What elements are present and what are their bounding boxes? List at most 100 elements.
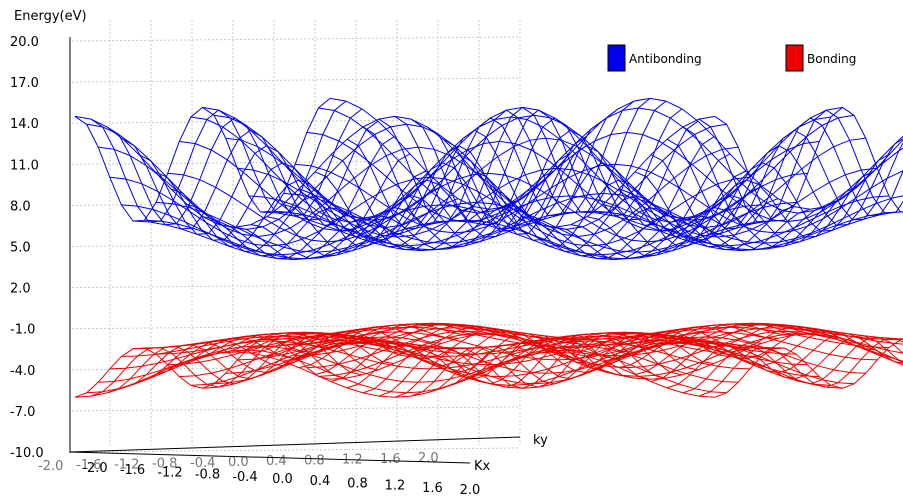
- mesh-line: [602, 185, 859, 253]
- ky-tick-label: 0.8: [304, 453, 325, 468]
- grid-line: [71, 283, 521, 289]
- mesh-line: [74, 98, 331, 222]
- back-grid: [71, 20, 521, 453]
- legend-label-antibonding: Antibonding: [629, 52, 702, 66]
- mesh-line: [682, 117, 903, 226]
- ky-tick-label: 1.6: [380, 452, 401, 467]
- ky-tick-label: 0.0: [228, 455, 249, 470]
- mesh-line: [266, 324, 523, 357]
- grid-line: [71, 118, 521, 124]
- axes: [69, 37, 521, 464]
- legend-swatch-antibonding: [607, 44, 626, 72]
- mesh-line: [650, 333, 903, 383]
- mesh-line: [522, 198, 779, 257]
- energy-tick-label: 17.0: [10, 76, 39, 91]
- mesh-line: [266, 198, 523, 257]
- energy-tick-label: -1.0: [10, 323, 35, 338]
- mesh-line: [394, 338, 651, 398]
- mesh-line: [714, 106, 903, 222]
- legend: Antibonding Bonding: [607, 44, 856, 72]
- mesh-line: [538, 206, 795, 260]
- mesh-line: [522, 324, 779, 357]
- legend-label-bonding: Bonding: [807, 52, 856, 66]
- mesh-line: [378, 100, 635, 223]
- mesh-line: [634, 330, 891, 376]
- mesh-line: [218, 206, 475, 260]
- grid-line: [71, 77, 521, 83]
- kx-tick-label: 1.2: [385, 479, 406, 494]
- mesh-line: [298, 328, 555, 369]
- grid-line: [71, 406, 521, 412]
- mesh-line: [90, 100, 347, 223]
- mesh-line: [474, 153, 731, 241]
- ky-tick-label: -0.4: [190, 456, 215, 471]
- mesh-line: [234, 208, 491, 261]
- mesh-line: [426, 108, 683, 226]
- x-axis-front-line: [69, 436, 521, 453]
- kx-tick-label: 1.6: [422, 481, 443, 496]
- mesh-line: [442, 120, 699, 230]
- mesh-line: [458, 136, 715, 235]
- mesh-line: [586, 324, 843, 357]
- mesh-line: [362, 108, 619, 226]
- mesh-line: [554, 208, 811, 261]
- mesh-line: [154, 330, 411, 376]
- energy-tick-label: -7.0: [10, 405, 35, 420]
- kx-tick-label: 2.0: [460, 483, 481, 496]
- mesh-line: [295, 163, 903, 234]
- kx-axis-label: Kx: [474, 459, 491, 474]
- mesh-line: [666, 129, 903, 230]
- kx-tick-label: 0.0: [272, 472, 293, 487]
- energy-tick-label: 20.0: [10, 35, 39, 50]
- mesh-line: [346, 120, 603, 230]
- mesh-line: [682, 336, 903, 394]
- energy-tick-label: -4.0: [10, 364, 35, 379]
- kx-tick-label: 0.8: [347, 476, 368, 491]
- ky-tick-label: 2.0: [418, 451, 439, 466]
- ky-tick-label: -0.8: [152, 457, 177, 472]
- ky-tick-label: -1.2: [114, 457, 139, 472]
- mesh-line: [490, 328, 747, 369]
- energy-tick-label: -10.0: [10, 446, 44, 461]
- mesh-line: [202, 106, 843, 219]
- mesh-line: [698, 338, 903, 397]
- antibonding-surface: [74, 97, 903, 261]
- mesh-line: [314, 330, 571, 376]
- mesh-line: [314, 153, 571, 241]
- bonding-surface: [74, 322, 903, 398]
- mesh-line: [618, 328, 875, 369]
- mesh-line: [170, 328, 427, 369]
- ky-tick-label: 0.4: [266, 454, 287, 469]
- energy-tick-label: 2.0: [10, 282, 31, 297]
- mesh-line: [714, 339, 903, 398]
- kx-tick-label: -1.6: [120, 463, 145, 478]
- mesh-line: [410, 100, 667, 223]
- kx-tick-label: -1.2: [157, 465, 182, 480]
- mesh-line: [474, 330, 731, 376]
- energy-tick-label: 11.0: [10, 158, 39, 173]
- kx-tick-label: -0.4: [232, 470, 257, 485]
- ky-tick-label: -1.6: [76, 458, 101, 473]
- mesh-line: [186, 185, 443, 253]
- energy-tick-labels: 20.0 17.0 14.0 11.0 8.0 5.0 2.0 -1.0 -4.0 -7.0 -10…: [10, 35, 44, 461]
- kx-axis-line: [69, 451, 471, 464]
- mesh-line: [346, 335, 603, 389]
- mesh-line: [106, 108, 363, 226]
- energy-tick-label: 5.0: [10, 241, 31, 256]
- energy-tick-label: 8.0: [10, 199, 31, 214]
- ky-tick-label: -2.0: [38, 459, 63, 474]
- mesh-line: [634, 153, 891, 241]
- grid-line: [71, 447, 521, 453]
- mesh-line: [154, 153, 411, 241]
- mesh-line: [394, 98, 651, 222]
- energy-axis-title: Energy(eV): [14, 9, 87, 24]
- mesh-line: [586, 198, 843, 257]
- mesh-line: [282, 185, 539, 253]
- ky-axis-label: ky: [533, 433, 548, 448]
- mesh-line: [698, 109, 903, 223]
- mesh-line: [202, 324, 459, 357]
- kx-tick-label: 0.4: [310, 474, 331, 489]
- kx-tick-label: -0.8: [195, 468, 220, 483]
- energy-tick-label: 14.0: [10, 117, 39, 132]
